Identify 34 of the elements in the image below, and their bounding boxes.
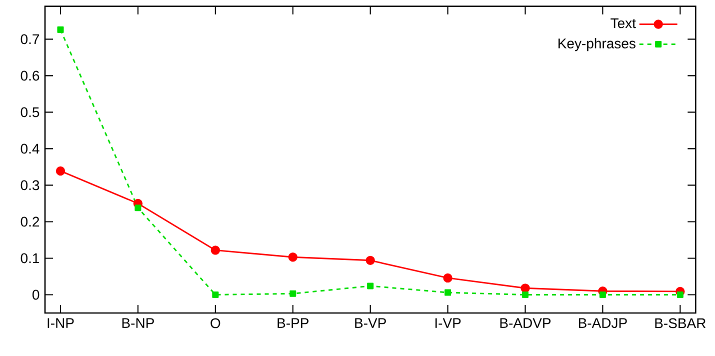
point xyxy=(599,291,606,298)
y-tick-label: 0.7 xyxy=(20,34,40,44)
x-tick-label: B-VP xyxy=(355,318,386,328)
point xyxy=(57,26,64,33)
x-tick-label: B-ADJP xyxy=(578,318,627,328)
x-tick-label: B-ADVP xyxy=(500,318,551,328)
x-tick-label: I-VP xyxy=(435,318,461,328)
x-tick-label: O xyxy=(210,318,220,328)
x-tick-label: B-SBAR xyxy=(655,318,706,328)
point xyxy=(134,204,142,212)
point xyxy=(366,256,375,266)
point xyxy=(522,291,529,298)
point xyxy=(444,289,452,296)
point xyxy=(676,291,684,298)
y-tick-label: 0.4 xyxy=(20,144,40,154)
y-tick-label: 0 xyxy=(32,290,40,300)
x-tick-label: I-NP xyxy=(48,318,74,328)
y-tick-label: 0.2 xyxy=(20,216,40,227)
point xyxy=(56,166,66,176)
y-tick-label: 0.6 xyxy=(20,70,40,81)
point xyxy=(290,290,296,297)
y-tick-label: 0.5 xyxy=(20,107,40,118)
y-tick-label: 0.1 xyxy=(20,253,40,264)
point xyxy=(288,252,298,262)
y-tick-label: 0.3 xyxy=(20,180,40,190)
point xyxy=(212,291,219,298)
legend-label: Key-phrases xyxy=(558,38,636,52)
point xyxy=(210,246,220,255)
point xyxy=(367,282,374,290)
x-tick-label: B-NP xyxy=(122,318,154,328)
point xyxy=(520,284,530,293)
legend-label: Text xyxy=(610,18,636,28)
x-tick-label: B-PP xyxy=(278,318,308,328)
point xyxy=(443,273,452,283)
